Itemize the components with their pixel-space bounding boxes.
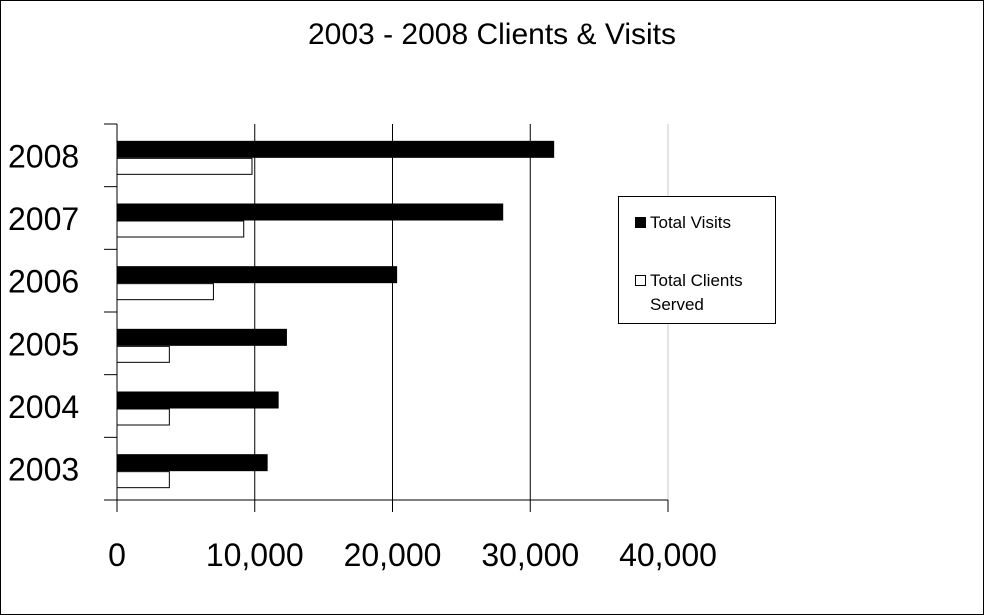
bar-total-visits — [116, 266, 398, 284]
x-tick-label: 40,000 — [619, 537, 717, 573]
bar-total-clients — [116, 345, 170, 363]
bar-total-visits — [116, 454, 268, 472]
x-tick-label: 20,000 — [344, 537, 442, 573]
y-tick-label: 2007 — [8, 201, 79, 237]
x-tick-label: 30,000 — [481, 537, 579, 573]
y-tick-label: 2004 — [8, 389, 79, 425]
bar-total-clients — [116, 157, 253, 175]
bar-total-clients — [116, 283, 214, 301]
bar-total-clients — [116, 408, 170, 426]
legend-swatch-total-visits — [635, 217, 646, 228]
y-tick-label: 2003 — [8, 452, 79, 488]
x-tick-label: 0 — [108, 537, 126, 573]
y-tick-label: 2005 — [8, 326, 79, 362]
y-tick-label: 2008 — [8, 138, 79, 174]
legend-swatch-total-clients — [635, 275, 646, 286]
bar-total-visits — [116, 328, 287, 346]
legend: Total Visits Total Clients Served — [618, 196, 776, 324]
bar-total-clients — [116, 471, 170, 489]
bar-total-visits — [116, 140, 555, 158]
legend-item-total-visits: Total Visits — [635, 213, 768, 235]
bar-total-clients — [116, 220, 245, 238]
legend-label-total-visits: Total Visits — [650, 213, 731, 232]
y-tick-label: 2006 — [8, 264, 79, 300]
bar-total-visits — [116, 203, 504, 221]
x-tick-label: 10,000 — [206, 537, 304, 573]
legend-item-total-clients: Total Clients Served — [635, 271, 768, 317]
chart-title: 2003 - 2008 Clients & Visits — [308, 18, 676, 51]
bar-total-visits — [116, 391, 279, 409]
legend-label-total-clients: Total Clients Served — [650, 271, 743, 314]
